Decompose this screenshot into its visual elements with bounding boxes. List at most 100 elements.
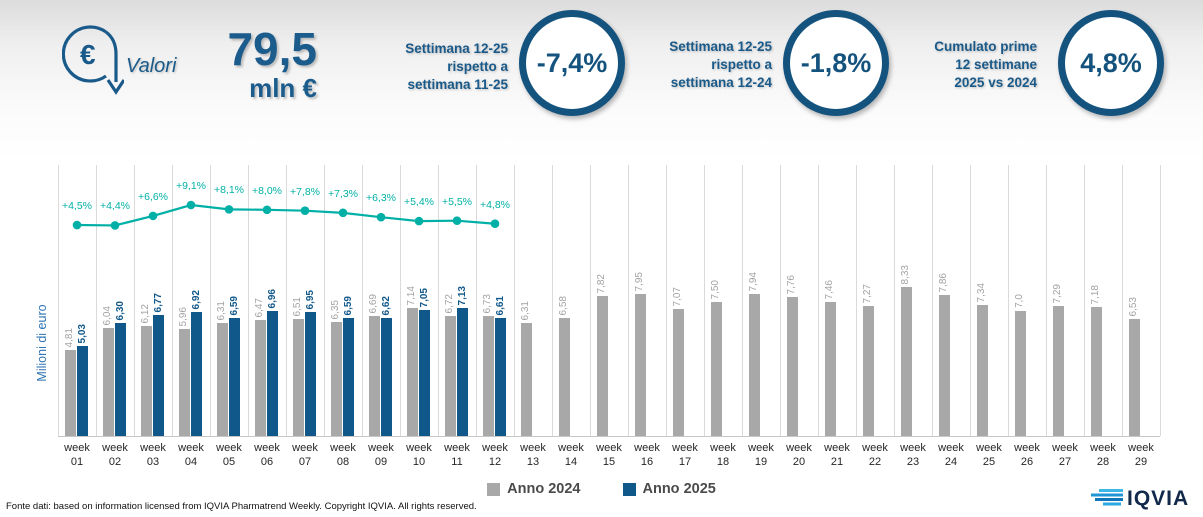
bar-value-2024-week-04: 5,96	[178, 306, 189, 326]
x-tick-week-12: week 12	[482, 442, 508, 468]
bar-value-2024-week-23: 8,33	[900, 264, 911, 284]
line-point-week-04	[186, 200, 196, 210]
bar-2025-week-01	[77, 346, 88, 436]
legend-label-2024: Anno 2024	[507, 481, 581, 497]
chart-gridline	[552, 165, 553, 436]
chart-gridline	[96, 165, 97, 436]
legend-item-2024: Anno 2024	[487, 481, 581, 497]
chart-gridline	[856, 165, 857, 436]
line-point-week-12	[490, 219, 500, 229]
kpi-label-week-vs-lastyear: Settimana 12-25 rispetto a settimana 12-…	[669, 39, 772, 90]
x-tick-week-25: week 25	[976, 442, 1002, 468]
bar-value-2025-week-04: 6,92	[190, 289, 202, 309]
chart-gridline	[704, 165, 705, 436]
bar-value-2024-week-13: 6,31	[520, 300, 531, 320]
x-tick-week-08: week 08	[330, 442, 356, 468]
chart-gridline	[894, 165, 895, 436]
x-tick-week-04: week 04	[178, 442, 204, 468]
chart-gridline	[210, 165, 211, 436]
bar-value-2025-week-12: 6,61	[494, 295, 506, 315]
bar-2024-week-05	[217, 323, 228, 436]
bar-2025-week-10	[419, 310, 430, 436]
chart-x-axis	[58, 436, 1160, 437]
chart-gridline	[590, 165, 591, 436]
pct-change-label-week-09: +6,3%	[365, 192, 397, 205]
total-unit: mln €	[249, 73, 317, 103]
x-tick-week-19: week 19	[748, 442, 774, 468]
bar-value-2025-week-06: 6,96	[266, 288, 278, 308]
chart-gridline	[666, 165, 667, 436]
chart-gridline	[1046, 165, 1047, 436]
bar-2025-week-07	[305, 312, 316, 436]
x-tick-week-10: week 10	[406, 442, 432, 468]
bar-value-2025-week-09: 6,62	[380, 295, 392, 315]
bar-2024-week-23	[901, 287, 912, 436]
x-tick-week-03: week 03	[140, 442, 166, 468]
legend-swatch-2025	[622, 482, 636, 496]
pct-change-label-week-04: +9,1%	[175, 180, 207, 192]
bar-2025-week-03	[153, 315, 164, 436]
chart-gridline	[780, 165, 781, 436]
pct-change-label-week-11: +5,5%	[441, 195, 473, 208]
pct-change-label-week-12: +4,8%	[479, 198, 511, 211]
bar-value-2024-week-14: 6,58	[558, 295, 569, 315]
bar-2025-week-12	[495, 318, 506, 436]
x-tick-week-26: week 26	[1014, 442, 1040, 468]
bar-2024-week-10	[407, 308, 418, 436]
bar-2024-week-13	[521, 323, 532, 436]
bar-2024-week-04	[179, 329, 190, 436]
bar-2024-week-29	[1129, 319, 1140, 436]
line-point-week-03	[148, 211, 158, 221]
x-tick-week-11: week 11	[444, 442, 470, 468]
chart-gridline	[400, 165, 401, 436]
legend-swatch-2024	[487, 482, 501, 496]
bar-2024-week-16	[635, 294, 646, 436]
bar-value-2024-week-09: 6,69	[368, 293, 379, 313]
bar-2024-week-01	[65, 350, 76, 436]
x-tick-week-20: week 20	[786, 442, 812, 468]
bar-2024-week-02	[103, 328, 114, 436]
bar-2024-week-26	[1015, 311, 1026, 436]
x-tick-week-15: week 15	[596, 442, 622, 468]
chart-gridline	[1008, 165, 1009, 436]
values-caption: Valori	[126, 55, 177, 77]
chart-gridline	[1122, 165, 1123, 436]
bar-2024-week-09	[369, 316, 380, 436]
kpi-value: -1,8%	[800, 47, 872, 78]
bar-value-2024-week-07: 6,51	[292, 296, 303, 316]
line-point-week-05	[224, 205, 234, 214]
chart-gridline	[134, 165, 135, 436]
x-tick-week-01: week 01	[64, 442, 90, 468]
source-note: Fonte dati: based on information license…	[6, 501, 477, 512]
x-tick-week-05: week 05	[216, 442, 242, 468]
x-tick-week-21: week 21	[824, 442, 850, 468]
svg-text:IQVIA: IQVIA	[1127, 487, 1189, 510]
chart-gridline	[362, 165, 363, 436]
bar-2024-week-19	[749, 294, 760, 436]
bar-value-2024-week-03: 6,12	[140, 303, 151, 323]
svg-text:€: €	[80, 39, 96, 70]
bar-2025-week-08	[343, 318, 354, 436]
chart-gridline	[324, 165, 325, 436]
bar-2024-week-27	[1053, 306, 1064, 436]
bar-2025-week-05	[229, 318, 240, 436]
bar-value-2024-week-05: 6,31	[216, 300, 227, 320]
kpi-label-week-vs-prev: Settimana 12-25 rispetto a settimana 11-…	[405, 41, 508, 92]
chart-gridline	[286, 165, 287, 436]
bar-2025-week-06	[267, 311, 278, 436]
bar-2024-week-25	[977, 305, 988, 436]
bar-value-2025-week-02: 6,30	[114, 300, 126, 320]
bar-value-2025-week-08: 6,59	[342, 295, 354, 315]
bar-value-2024-week-01: 4,81	[64, 327, 75, 347]
bar-value-2025-week-07: 6,95	[304, 289, 316, 309]
x-tick-week-07: week 07	[292, 442, 318, 468]
pct-change-label-week-05: +8,1%	[213, 184, 245, 197]
bar-2024-week-18	[711, 302, 722, 436]
bar-value-2024-week-15: 7,82	[596, 273, 607, 293]
legend-label-2025: Anno 2025	[642, 481, 716, 497]
bar-2024-week-06	[255, 320, 266, 436]
line-point-week-07	[300, 206, 310, 215]
x-tick-week-28: week 28	[1090, 442, 1116, 468]
legend: Anno 2024 Anno 2025	[0, 481, 1203, 497]
iqvia-logo: IQVIA	[1091, 484, 1195, 517]
